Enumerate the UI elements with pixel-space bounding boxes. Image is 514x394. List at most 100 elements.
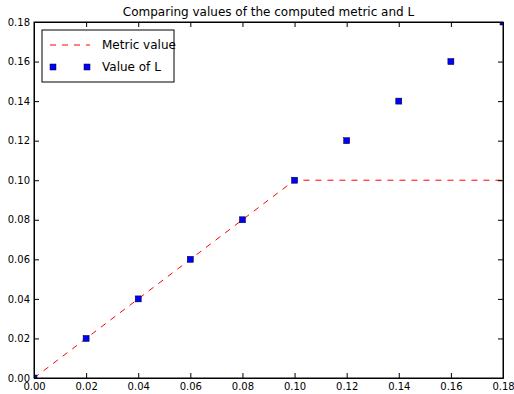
tick-mark	[498, 180, 503, 181]
legend: Metric value Value of L	[42, 30, 176, 82]
tick-mark	[451, 373, 452, 378]
tick	[347, 22, 348, 27]
tick-mark	[34, 220, 39, 221]
tick	[498, 259, 503, 260]
tick-mark	[399, 373, 400, 378]
tick	[498, 101, 503, 102]
tick: 0.06	[180, 373, 202, 392]
tick: 0.06	[8, 254, 39, 265]
tick-label: 0.16	[8, 56, 30, 67]
tick: 0.04	[128, 373, 150, 392]
tick-mark	[498, 220, 503, 221]
tick-mark	[399, 22, 400, 27]
tick: 0.00	[8, 373, 39, 384]
x-axis: 0.000.020.040.060.080.100.120.140.160.18	[23, 373, 514, 392]
tick-mark	[190, 22, 191, 27]
tick	[399, 22, 400, 27]
axis-line	[34, 23, 35, 379]
tick: 0.16	[8, 56, 39, 67]
data-point	[83, 335, 89, 341]
tick	[498, 141, 503, 142]
tick-mark	[86, 22, 87, 27]
tick-label: 0.14	[8, 96, 30, 107]
tick-mark	[347, 373, 348, 378]
tick-mark	[498, 338, 503, 339]
tick: 0.16	[440, 373, 462, 392]
tick: 0.08	[8, 214, 39, 225]
legend-label: Metric value	[102, 38, 176, 52]
tick-mark	[498, 299, 503, 300]
tick-mark	[498, 378, 503, 379]
tick-mark	[34, 378, 39, 379]
tick-label: 0.08	[8, 214, 30, 225]
tick-label: 0.06	[8, 254, 30, 265]
tick-label: 0.18	[8, 17, 30, 28]
tick-mark	[498, 101, 503, 102]
plot-area	[34, 22, 503, 378]
tick: 0.18	[8, 17, 39, 28]
tick-mark	[498, 141, 503, 142]
tick	[86, 22, 87, 27]
legend-swatch	[50, 45, 90, 46]
data-point	[448, 59, 454, 65]
legend-swatch	[84, 64, 90, 70]
tick	[498, 299, 503, 300]
tick-mark	[34, 141, 39, 142]
tick-mark	[242, 22, 243, 27]
tick	[190, 22, 191, 27]
tick: 0.14	[388, 373, 410, 392]
tick: 0.10	[8, 175, 39, 186]
tick-mark	[242, 373, 243, 378]
tick-mark	[34, 180, 39, 181]
tick-label: 0.10	[284, 381, 306, 392]
tick	[34, 22, 35, 27]
data-point	[292, 177, 298, 183]
data-point	[187, 256, 193, 262]
tick	[138, 22, 139, 27]
tick-mark	[498, 22, 503, 23]
tick-label: 0.00	[8, 373, 30, 384]
tick-mark	[34, 338, 39, 339]
tick-mark	[34, 259, 39, 260]
tick	[498, 220, 503, 221]
tick	[451, 22, 452, 27]
tick-mark	[86, 373, 87, 378]
title: Comparing values of the computed metric …	[123, 5, 415, 19]
tick-mark	[498, 259, 503, 260]
tick-label: 0.06	[180, 381, 202, 392]
tick	[498, 338, 503, 339]
tick-label: 0.02	[75, 381, 97, 392]
tick-mark	[451, 22, 452, 27]
tick-label: 0.04	[8, 294, 30, 305]
tick-mark	[34, 101, 39, 102]
tick-label: 0.12	[8, 135, 30, 146]
tick-mark	[34, 22, 35, 27]
tick: 0.02	[8, 333, 39, 344]
y-axis-right	[498, 23, 504, 379]
plot-frame	[34, 22, 503, 378]
tick: 0.12	[336, 373, 358, 392]
tick-mark	[295, 22, 296, 27]
tick: 0.04	[8, 294, 39, 305]
tick-label: 0.08	[232, 381, 254, 392]
x-axis-top	[35, 22, 504, 27]
tick: 0.14	[8, 96, 39, 107]
tick: 0.10	[284, 373, 306, 392]
data-point	[239, 217, 245, 223]
tick-mark	[34, 62, 39, 63]
axis-line	[503, 23, 504, 379]
tick	[498, 22, 503, 23]
tick-label: 0.14	[388, 381, 410, 392]
axis-line	[35, 22, 504, 23]
tick-mark	[34, 299, 39, 300]
tick-label: 0.04	[128, 381, 150, 392]
data-point	[344, 138, 350, 144]
legend-swatch	[50, 64, 56, 70]
tick-mark	[347, 22, 348, 27]
metric-line	[34, 180, 503, 378]
tick-mark	[295, 373, 296, 378]
legend-label: Value of L	[102, 60, 161, 74]
tick	[295, 22, 296, 27]
tick-mark	[498, 62, 503, 63]
tick: 0.02	[75, 373, 97, 392]
